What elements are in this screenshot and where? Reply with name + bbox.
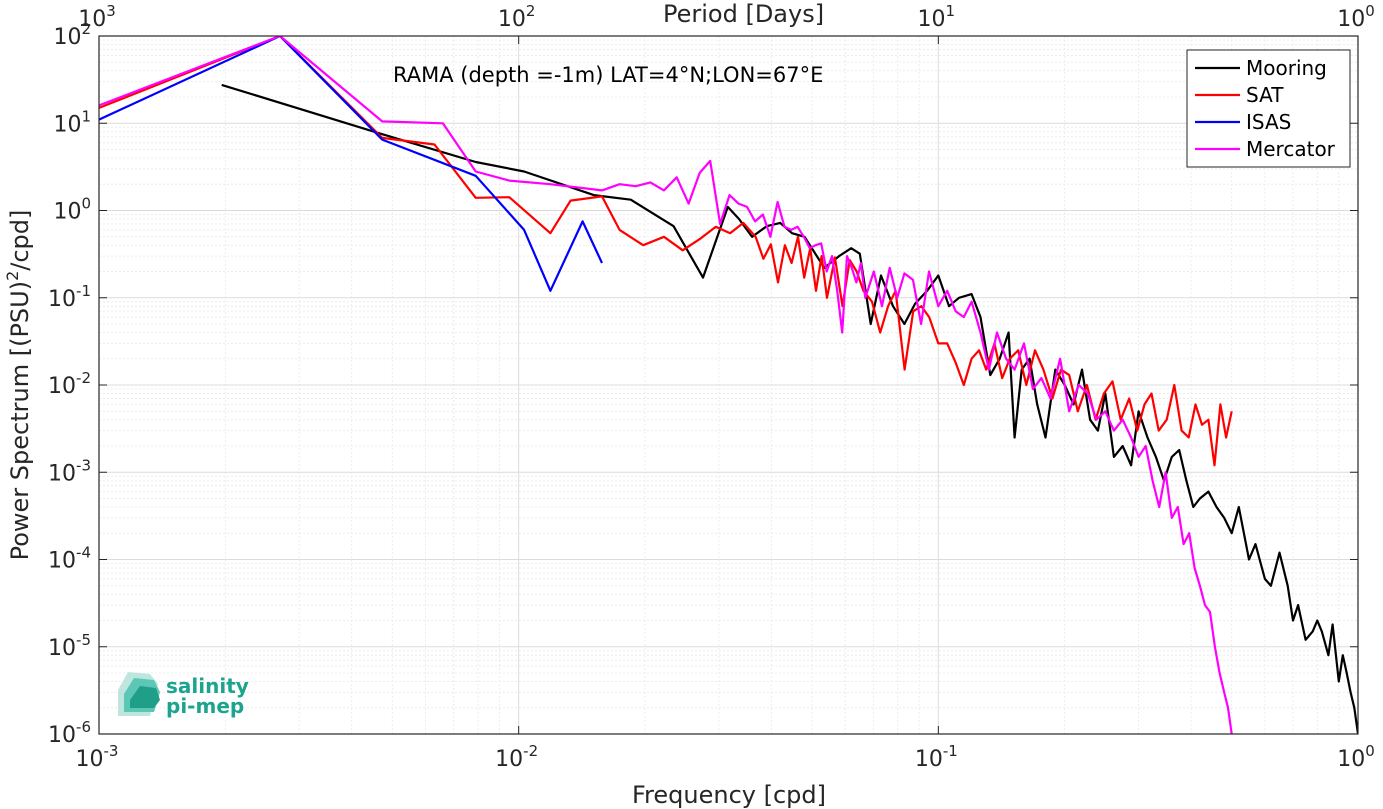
logo-wave-front <box>130 686 160 708</box>
legend-box <box>1186 49 1351 168</box>
legend: Mooring SAT ISAS Mercator <box>1186 49 1351 168</box>
series-line-mercator <box>99 36 1233 734</box>
grid <box>98 36 1358 735</box>
y-tick-label: 100 <box>53 195 91 225</box>
y-tick-label: 10-6 <box>48 718 91 748</box>
series-group <box>99 36 1358 734</box>
legend-label-mooring: Mooring <box>1246 56 1327 80</box>
y-axis-label: Power Spectrum [(PSU)2/cpd] <box>3 210 34 561</box>
x-tick-label: 10-1 <box>915 742 958 772</box>
x-tick-label: 100 <box>1337 742 1375 772</box>
legend-label-isas: ISAS <box>1246 110 1291 134</box>
y-tick-label: 10-1 <box>48 282 91 312</box>
y-tick-label: 10-3 <box>48 456 91 486</box>
logo-text-salinity: salinity <box>166 674 249 698</box>
y-tick-label: 10-2 <box>48 369 91 399</box>
top-tick-label: 102 <box>498 2 536 32</box>
y-tick-label: 10-5 <box>48 631 91 661</box>
x-tick-label: 10-3 <box>76 742 119 772</box>
series-line-sat <box>99 36 1233 467</box>
logo-text-pimep: pi-mep <box>166 694 244 718</box>
chart-title: RAMA (depth =-1m) LAT=4°N;LON=67°E <box>393 63 823 87</box>
salinity-pimep-logo: salinity pi-mep <box>118 672 249 718</box>
y-tick-label: 10-4 <box>48 544 91 574</box>
y-tick-label: 101 <box>53 107 91 137</box>
legend-label-mercator: Mercator <box>1246 137 1336 161</box>
series-line-isas <box>99 36 603 292</box>
top-tick-label: 101 <box>918 2 956 32</box>
y-tick-label: 102 <box>53 20 91 50</box>
legend-label-sat: SAT <box>1246 83 1284 107</box>
top-tick-label: 100 <box>1337 2 1375 32</box>
top-axis-label: Period [Days] <box>663 0 824 28</box>
x-tick-label: 10-2 <box>495 742 538 772</box>
top-tick-label: 103 <box>78 2 116 32</box>
x-axis-label: Frequency [cpd] <box>632 781 826 809</box>
